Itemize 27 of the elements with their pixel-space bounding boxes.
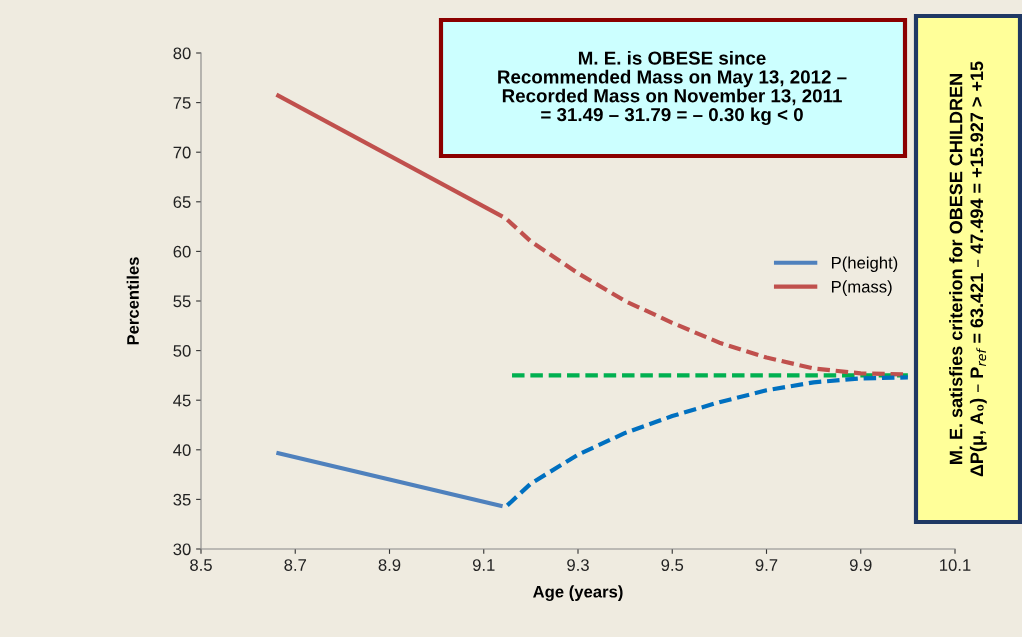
legend-label: P(height) (831, 256, 898, 273)
y-tick-label: 35 (173, 493, 191, 506)
x-tick-label: 9.3 (567, 559, 589, 571)
x-tick-label: 8.5 (190, 559, 212, 571)
y-tick-label: 30 (173, 543, 191, 556)
y-tick-label: 75 (173, 97, 191, 109)
y-tick-label: 80 (173, 47, 191, 60)
y-tick-label: 65 (173, 196, 191, 208)
x-tick-label: 10.1 (940, 559, 971, 571)
annotation: M. E. satisfies criterion for OBESE CHILDREN ΔP(μ, A₀) – P$_{ref}$ = 63.421 – 47.494 = +15.927 > +15 (949, 61, 987, 477)
annotation: M. E. is OBESE since Recommended Mass on May 13, 2012 – Recorded Mass on November 13, 2011 = 31.49 – 31.79 = – 0.30 kg < 0 (498, 50, 847, 126)
legend-label: P(mass) (831, 280, 892, 296)
x-tick-label: 8.7 (284, 559, 306, 571)
y-axis-title: Percentiles (126, 257, 139, 345)
line-series (505, 375, 910, 508)
x-axis-title: Age (years) (533, 585, 623, 601)
x-tick-label: 9.1 (472, 559, 495, 571)
x-tick-label: 8.9 (378, 559, 401, 571)
x-tick-label: 9.7 (755, 559, 778, 571)
y-tick-label: 55 (173, 295, 191, 308)
y-tick-label: 60 (173, 245, 191, 258)
y-tick-label: 45 (173, 394, 191, 407)
x-tick-label: 9.9 (849, 559, 872, 571)
y-tick-label: 50 (173, 345, 191, 357)
y-tick-label: 40 (173, 444, 191, 456)
y-tick-label: 70 (173, 146, 191, 159)
x-tick-label: 9.5 (661, 559, 684, 571)
